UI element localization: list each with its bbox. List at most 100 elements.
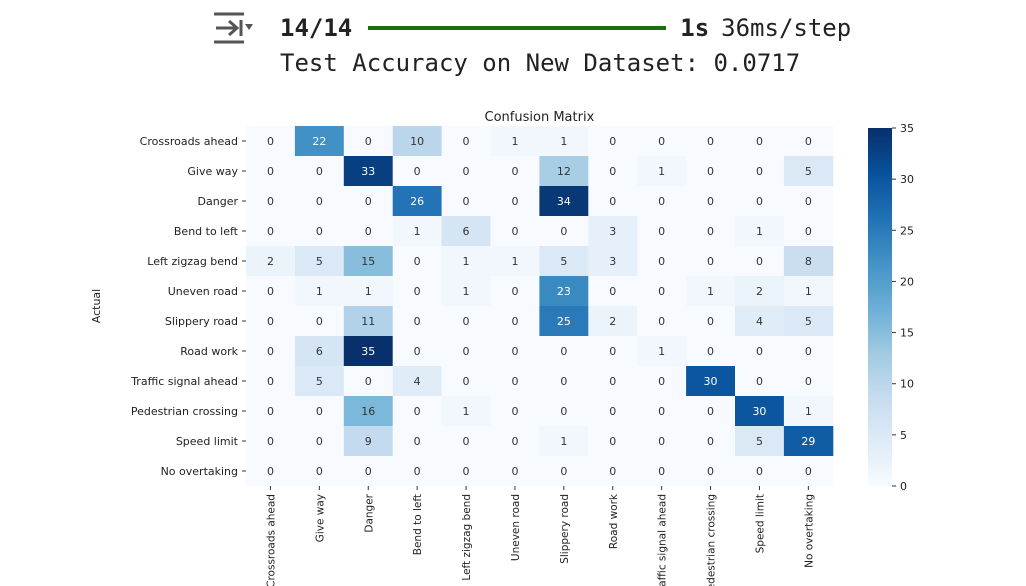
- cell-value-label: 0: [463, 135, 470, 148]
- cell-value-label: 4: [756, 315, 763, 328]
- heatmap-cell: [392, 396, 443, 427]
- cell-value-label: 0: [658, 135, 665, 148]
- cell-value-label: 0: [463, 345, 470, 358]
- heatmap-cell: [392, 336, 443, 367]
- heatmap-cell: [637, 246, 687, 277]
- heatmap-cell: [588, 126, 638, 157]
- colorbar-tick-label: 35: [900, 122, 914, 135]
- x-tick-label: Crossroads ahead: [265, 494, 277, 586]
- cell-value-label: 1: [805, 405, 812, 418]
- x-tick-label: Road work: [608, 493, 620, 549]
- cell-value-label: 0: [463, 435, 470, 448]
- heatmap-cell: [539, 246, 589, 277]
- heatmap-cell: [735, 456, 785, 487]
- heatmap-cell: [588, 366, 638, 397]
- cell-value-label: 0: [316, 465, 323, 478]
- heatmap-cell: [637, 216, 687, 247]
- heatmap-cell: [637, 306, 687, 337]
- cell-value-label: 0: [511, 225, 518, 238]
- cell-value-label: 3: [609, 225, 616, 238]
- heatmap-cell: [246, 426, 296, 457]
- heatmap-cell: [392, 246, 443, 277]
- heatmap-cell: [246, 216, 296, 247]
- heatmap-cell: [637, 426, 687, 457]
- cell-value-label: 6: [316, 345, 323, 358]
- heatmap-cell: [490, 366, 540, 397]
- cell-value-label: 26: [410, 195, 424, 208]
- heatmap-cell: [637, 336, 687, 367]
- cell-value-label: 34: [557, 195, 571, 208]
- heatmap-cell: [343, 456, 394, 487]
- cell-value-label: 0: [658, 465, 665, 478]
- cell-value-label: 2: [756, 285, 763, 298]
- y-tick-label: Road work: [180, 345, 238, 358]
- x-tick-label: Danger: [363, 493, 375, 532]
- heatmap-cell: [735, 276, 785, 307]
- heatmap-cell: [686, 336, 736, 367]
- colorbar: [868, 128, 892, 486]
- heatmap-cell: [783, 456, 834, 487]
- heatmap-cell: [637, 396, 687, 427]
- heatmap-cell: [490, 186, 540, 217]
- heatmap-cell: [539, 276, 589, 307]
- heatmap-cell: [686, 276, 736, 307]
- heatmap-cell: [490, 126, 540, 157]
- output-redirect-icon[interactable]: [212, 11, 254, 45]
- cell-value-label: 0: [463, 165, 470, 178]
- x-tick-label: Traffic signal ahead: [657, 494, 669, 586]
- cell-value-label: 0: [267, 405, 274, 418]
- cell-value-label: 0: [658, 255, 665, 268]
- cell-value-label: 0: [658, 375, 665, 388]
- cell-value-label: 0: [267, 195, 274, 208]
- cell-value-label: 2: [267, 255, 274, 268]
- cell-value-label: 1: [707, 285, 714, 298]
- heatmap-cell: [490, 336, 540, 367]
- cell-value-label: 0: [560, 345, 567, 358]
- heatmap-cell: [588, 186, 638, 217]
- heatmap-cell: [588, 336, 638, 367]
- heatmap-cell: [343, 306, 394, 337]
- accuracy-line: Test Accuracy on New Dataset: 0.0717: [280, 49, 801, 77]
- heatmap-cell: [441, 456, 491, 487]
- heatmap-cell: [343, 396, 394, 427]
- heatmap-cell: [588, 456, 638, 487]
- heatmap-cell: [343, 186, 394, 217]
- cell-value-label: 1: [414, 225, 421, 238]
- heatmap-cell: [539, 336, 589, 367]
- heatmap-cell: [392, 366, 443, 397]
- cell-value-label: 0: [365, 195, 372, 208]
- cell-value-label: 6: [463, 225, 470, 238]
- cell-value-label: 5: [805, 315, 812, 328]
- x-tick-label: Bend to left: [412, 494, 424, 555]
- cell-value-label: 0: [365, 465, 372, 478]
- heatmap-cell: [735, 216, 785, 247]
- heatmap-cell: [637, 156, 687, 187]
- cell-value-label: 0: [609, 465, 616, 478]
- cell-value-label: 0: [707, 225, 714, 238]
- cell-value-label: 0: [414, 405, 421, 418]
- cell-value-label: 0: [707, 165, 714, 178]
- cell-value-label: 5: [316, 375, 323, 388]
- cell-value-label: 5: [805, 165, 812, 178]
- heatmap-cell: [392, 276, 443, 307]
- cell-value-label: 0: [267, 345, 274, 358]
- heatmap-cell: [490, 396, 540, 427]
- progress-bar: [368, 26, 667, 30]
- cell-value-label: 0: [511, 165, 518, 178]
- heatmap-cell: [735, 426, 785, 457]
- heatmap-cell: [588, 396, 638, 427]
- cell-value-label: 1: [463, 405, 470, 418]
- cell-value-label: 0: [707, 315, 714, 328]
- heatmap-cell: [441, 216, 491, 247]
- cell-value-label: 0: [267, 165, 274, 178]
- cell-value-label: 0: [414, 285, 421, 298]
- cell-value-label: 0: [609, 285, 616, 298]
- heatmap-cell: [686, 396, 736, 427]
- heatmap-cell: [294, 276, 345, 307]
- heatmap-cell: [392, 306, 443, 337]
- cell-value-label: 0: [511, 465, 518, 478]
- y-tick-label: Crossroads ahead: [140, 135, 238, 148]
- cell-value-label: 0: [511, 285, 518, 298]
- cell-value-label: 0: [316, 225, 323, 238]
